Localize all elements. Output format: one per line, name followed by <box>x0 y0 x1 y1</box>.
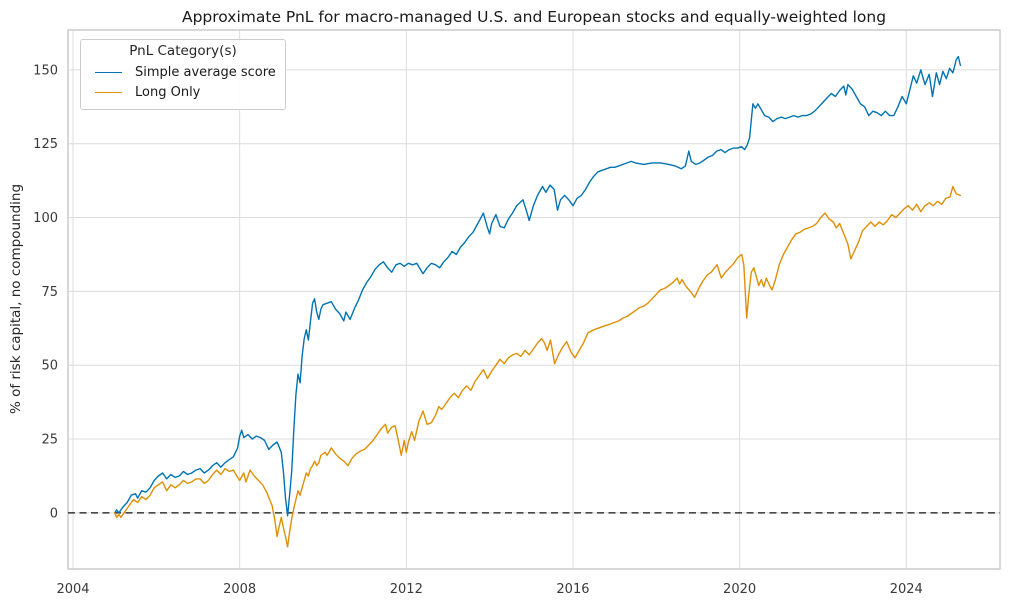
legend: PnL Category(s) Simple average score Lon… <box>80 39 286 110</box>
y-tick-label: 25 <box>41 433 58 448</box>
x-tick-label: 2024 <box>890 582 923 597</box>
y-tick-label: 150 <box>33 63 58 78</box>
y-tick-label: 0 <box>50 506 58 521</box>
x-tick-label: 2008 <box>223 582 256 597</box>
chart-title: Approximate PnL for macro-managed U.S. a… <box>182 8 886 26</box>
legend-title: PnL Category(s) <box>129 43 237 59</box>
x-tick-label: 2004 <box>56 582 89 597</box>
axis-tick-labels: 2004 2008 2012 2016 2020 2024 0 25 50 75 100 125 150 <box>33 63 923 597</box>
series-lines <box>68 55 1000 548</box>
legend-line-sample-orange <box>95 91 122 93</box>
plot-border <box>67 29 1001 570</box>
legend-item-simple-average-score: Simple average score <box>89 62 277 82</box>
x-tick-label: 2012 <box>390 582 423 597</box>
grid <box>67 29 1001 570</box>
x-tick-label: 2016 <box>556 582 589 597</box>
legend-line-sample-blue <box>95 71 122 73</box>
series-line-long-only <box>114 185 962 548</box>
x-tick-label: 2020 <box>723 582 756 597</box>
y-tick-label: 100 <box>33 211 58 226</box>
y-tick-label: 125 <box>33 137 58 152</box>
legend-label: Long Only <box>135 84 201 100</box>
y-axis-label: % of risk capital, no compounding <box>8 184 24 414</box>
legend-item-long-only: Long Only <box>89 82 277 102</box>
y-tick-label: 50 <box>41 359 58 374</box>
y-tick-label: 75 <box>41 285 58 300</box>
legend-label: Simple average score <box>135 64 276 80</box>
series-line-simple-average-score <box>114 55 962 517</box>
